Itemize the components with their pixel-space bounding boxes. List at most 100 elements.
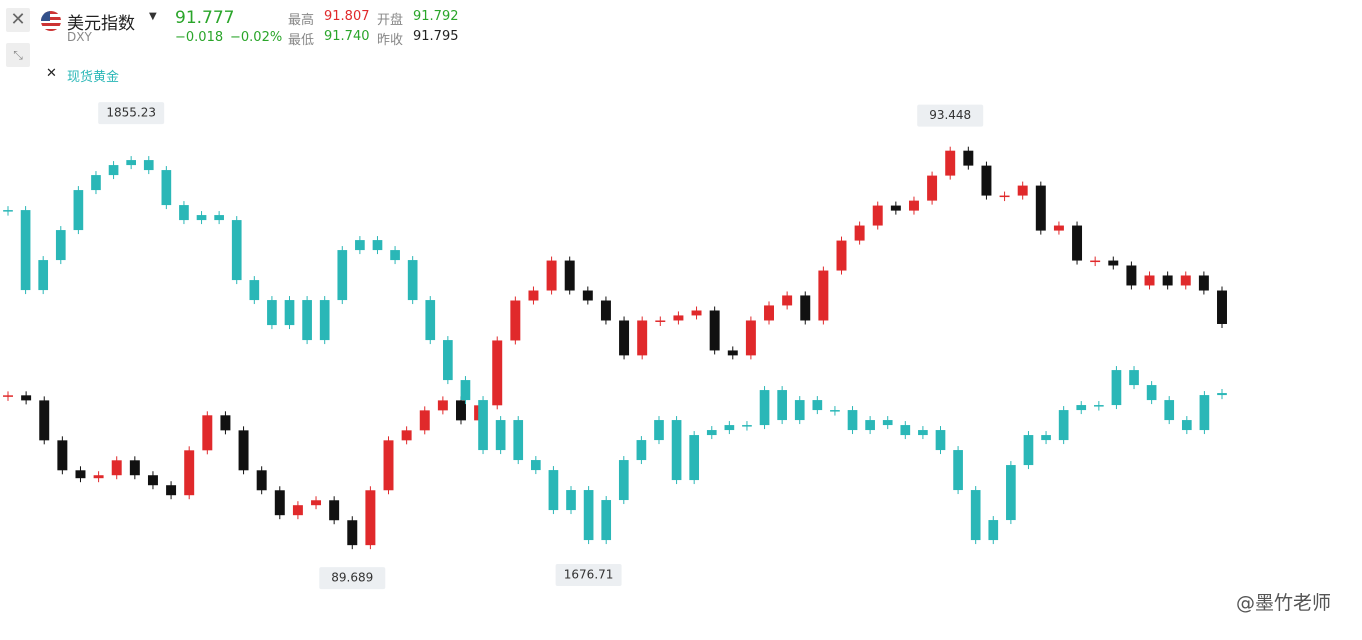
candle (1108, 260, 1119, 266)
candle (981, 165, 992, 196)
candle (425, 300, 436, 341)
candle (890, 205, 901, 211)
candle (3, 395, 13, 397)
callout-label: 93.448 (929, 108, 971, 122)
low-value: 91.740 (324, 29, 370, 44)
candle (800, 295, 811, 321)
prev-label: 昨收 (377, 33, 404, 48)
candle (214, 215, 224, 221)
candle (709, 310, 720, 351)
candle (478, 400, 488, 451)
candle (510, 300, 521, 341)
candle (727, 350, 738, 356)
candle (777, 390, 787, 421)
candle (1126, 265, 1137, 286)
candle (691, 310, 702, 316)
candle (671, 420, 682, 481)
candle (166, 485, 177, 496)
candle (953, 450, 963, 491)
dropdown-arrow[interactable]: ▼ (149, 11, 157, 22)
candle (1023, 435, 1034, 466)
candle (1217, 290, 1227, 324)
candle (528, 290, 539, 301)
candle (231, 220, 242, 281)
candle (21, 395, 32, 401)
candle (1198, 275, 1209, 291)
candle (1041, 435, 1051, 441)
candle (407, 260, 418, 301)
candle (184, 450, 195, 496)
candle (302, 300, 312, 341)
candle (372, 240, 383, 251)
candle (812, 400, 823, 411)
candle (918, 430, 928, 436)
callout-label: 1676.71 (564, 568, 614, 582)
candle (1217, 393, 1227, 396)
change: −0.018 (175, 30, 224, 45)
candle (20, 210, 31, 291)
candle (1006, 465, 1016, 521)
watermark: @墨竹老师 (1236, 592, 1332, 614)
remove-compare[interactable]: ✕ (46, 66, 57, 81)
collapse-button[interactable]: ⤡ (6, 43, 30, 67)
candle (673, 315, 684, 321)
candle (601, 500, 612, 541)
candle (706, 430, 717, 436)
callout-box (98, 102, 165, 125)
candle (383, 440, 394, 491)
candle (637, 320, 648, 356)
candle (238, 430, 249, 471)
candle (495, 420, 506, 451)
candle (782, 295, 793, 306)
candle (548, 470, 559, 511)
candle (636, 440, 647, 461)
candle (566, 490, 576, 511)
candle (443, 340, 453, 381)
candle (108, 165, 119, 176)
candle (619, 320, 630, 356)
compare-legend[interactable]: 现货黄金 (67, 70, 120, 85)
candle (927, 175, 938, 201)
candle (319, 300, 330, 341)
candle (600, 300, 611, 321)
candle (1199, 395, 1210, 431)
low-label: 最低 (288, 33, 315, 48)
candle (57, 440, 68, 471)
candle (900, 425, 911, 436)
candle (126, 160, 136, 166)
candle (830, 410, 840, 412)
candle (1111, 370, 1122, 406)
close-button[interactable]: ✕ (6, 8, 30, 32)
candle (882, 420, 893, 426)
candle (745, 320, 756, 356)
candle (582, 290, 593, 301)
candle (1058, 410, 1069, 441)
candle (1144, 275, 1155, 286)
callout-box (319, 567, 386, 590)
candle (908, 200, 919, 211)
candle (460, 380, 471, 401)
candle (39, 400, 50, 441)
candle (249, 280, 260, 301)
candle (1180, 275, 1191, 286)
candle (988, 520, 999, 541)
candle (292, 505, 303, 516)
candle (865, 420, 875, 431)
symbol-name[interactable]: 美元指数 (67, 14, 135, 34)
candle (401, 430, 412, 441)
candle (970, 490, 981, 541)
callout-box (555, 564, 622, 587)
candle (794, 400, 805, 421)
candle (1017, 185, 1028, 196)
candle (513, 420, 524, 461)
candle (872, 205, 883, 226)
candle (654, 420, 664, 441)
callout-label: 89.689 (331, 571, 373, 585)
candle (836, 240, 847, 271)
candle (143, 160, 154, 171)
candle (129, 460, 140, 476)
candle (1181, 420, 1192, 431)
candle (1146, 385, 1157, 401)
candle (564, 260, 575, 291)
candle (764, 305, 774, 321)
